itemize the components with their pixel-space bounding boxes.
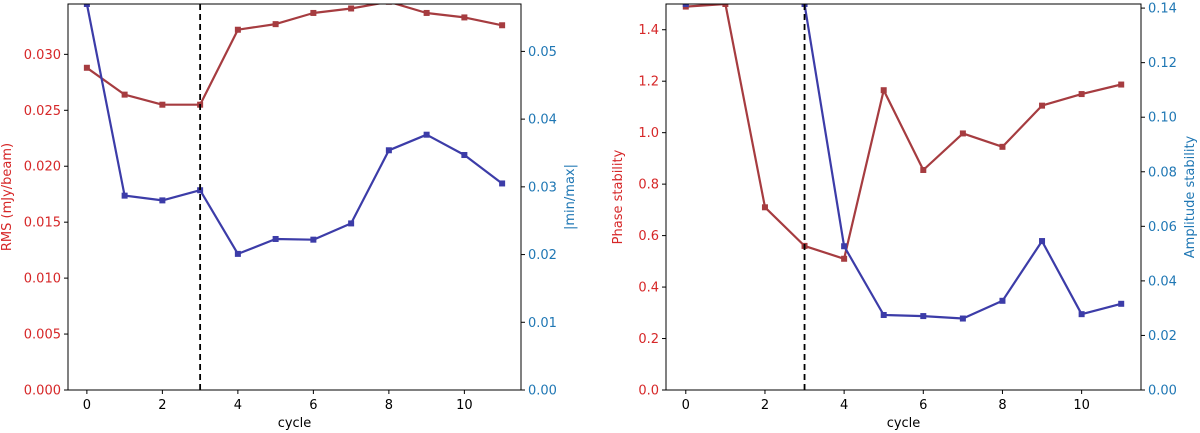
data-point [682, 4, 689, 7]
x-tick-label: 2 [158, 398, 166, 413]
data-point [1078, 311, 1085, 318]
x-tick-label: 0 [83, 398, 91, 413]
data-point [1118, 300, 1125, 307]
y-right-tick-label: 0.04 [528, 113, 557, 128]
y-left-tick-label: 0.025 [24, 104, 61, 119]
data-point [722, 4, 729, 7]
chart-panel-1: 0 2 4 6 8 10 cycle 0.000 0.005 0.010 0.015 0.020 0.0… [0, 3, 578, 431]
y-right-axis-label: |min/max| [563, 164, 578, 230]
plot-area [682, 4, 1125, 322]
data-point [159, 197, 166, 204]
y-right-axis-label: Amplitude stability [1183, 135, 1198, 258]
y-left-axis-label: Phase stability [611, 149, 626, 244]
y-right-tick-label: 0.04 [1148, 274, 1177, 289]
data-point [920, 313, 927, 320]
y-right-tick-label: 0.05 [528, 45, 557, 60]
y-right-tick-label: 0.06 [1148, 220, 1177, 235]
data-point [423, 9, 430, 16]
plot-frame [665, 3, 1142, 391]
data-point [159, 101, 166, 108]
data-point [461, 14, 468, 21]
series-line-right [85, 4, 503, 255]
y-left-tick-label: 1.0 [638, 126, 659, 141]
y-right-tick-label: 0.08 [1148, 165, 1177, 180]
y-right-tick-label: 0.14 [1148, 2, 1177, 17]
data-point [83, 4, 90, 7]
y-left-tick-label: 0.6 [638, 229, 659, 244]
y-left-tick-label: 0.2 [638, 332, 659, 347]
plot-frame [67, 3, 522, 391]
y-right-tick-label: 0.10 [1148, 111, 1177, 126]
data-point [999, 297, 1006, 304]
series-line-right [685, 4, 1122, 320]
x-tick-label: 8 [385, 398, 393, 413]
data-point [385, 147, 392, 154]
x-tick-label: 6 [919, 398, 927, 413]
x-tick-label: 8 [998, 398, 1006, 413]
y-left-tick-label: 0.4 [638, 281, 659, 296]
data-point [880, 87, 887, 94]
x-tick-label: 4 [234, 398, 242, 413]
x-tick-label: 4 [840, 398, 848, 413]
y-left-tick-label: 0.030 [24, 48, 61, 63]
y-right-tick-label: 0.02 [528, 248, 557, 263]
data-point [121, 91, 128, 98]
data-point [920, 166, 927, 173]
x-tick-label: 10 [1073, 398, 1090, 413]
data-point [761, 204, 768, 211]
y-left-tick-label: 1.2 [638, 75, 659, 90]
data-point [1039, 238, 1046, 245]
x-tick-label: 2 [761, 398, 769, 413]
x-tick-label: 0 [682, 398, 690, 413]
series-line-left [685, 4, 1122, 260]
series-line-left [86, 4, 503, 106]
y-left-tick-label: 0.010 [24, 272, 61, 287]
x-tick-label: 10 [456, 398, 473, 413]
x-tick-label: 6 [309, 398, 317, 413]
data-point [1118, 81, 1125, 88]
chart-panel-2: 0 2 4 6 8 10 cycle 0.0 0.2 0.4 0.6 0.8 1.0 1.2 1.4 Phas… [611, 2, 1198, 431]
y-right-tick-label: 0.02 [1148, 329, 1177, 344]
y-right-tick-label: 0.00 [528, 384, 557, 399]
data-point [234, 250, 241, 257]
x-axis-label: cycle [887, 416, 921, 431]
data-point [121, 192, 128, 199]
y-left-tick-label: 1.4 [638, 23, 659, 38]
data-point [461, 152, 468, 159]
data-point [272, 235, 279, 242]
data-point [348, 220, 355, 227]
data-point [499, 22, 506, 29]
data-point [1078, 91, 1085, 98]
y-right-tick-label: 0.00 [1148, 384, 1177, 399]
y-left-tick-label: 0.005 [24, 328, 61, 343]
data-point [499, 180, 506, 187]
data-point [999, 143, 1006, 150]
x-axis-label: cycle [278, 416, 312, 431]
y-right-tick-label: 0.01 [528, 316, 557, 331]
data-point [959, 315, 966, 322]
y-left-axis-label: RMS (mJy/beam) [0, 143, 15, 251]
data-point [310, 9, 317, 16]
y-left-tick-label: 0.015 [24, 216, 61, 231]
y-right-tick-label: 0.03 [528, 180, 557, 195]
plot-area [83, 4, 506, 257]
data-point [841, 243, 848, 250]
y-left-tick-label: 0.000 [24, 384, 61, 399]
data-point [272, 21, 279, 28]
data-point [423, 131, 430, 138]
data-point [959, 130, 966, 137]
y-left-tick-label: 0.020 [24, 160, 61, 175]
data-point [310, 236, 317, 243]
data-point [880, 311, 887, 318]
data-point [348, 5, 355, 12]
data-point [1039, 102, 1046, 109]
data-point [841, 255, 848, 262]
y-right-tick-label: 0.12 [1148, 56, 1177, 71]
data-point [83, 64, 90, 71]
data-point [234, 26, 241, 33]
y-left-tick-label: 0.8 [638, 178, 659, 193]
y-left-tick-label: 0.0 [638, 384, 659, 399]
